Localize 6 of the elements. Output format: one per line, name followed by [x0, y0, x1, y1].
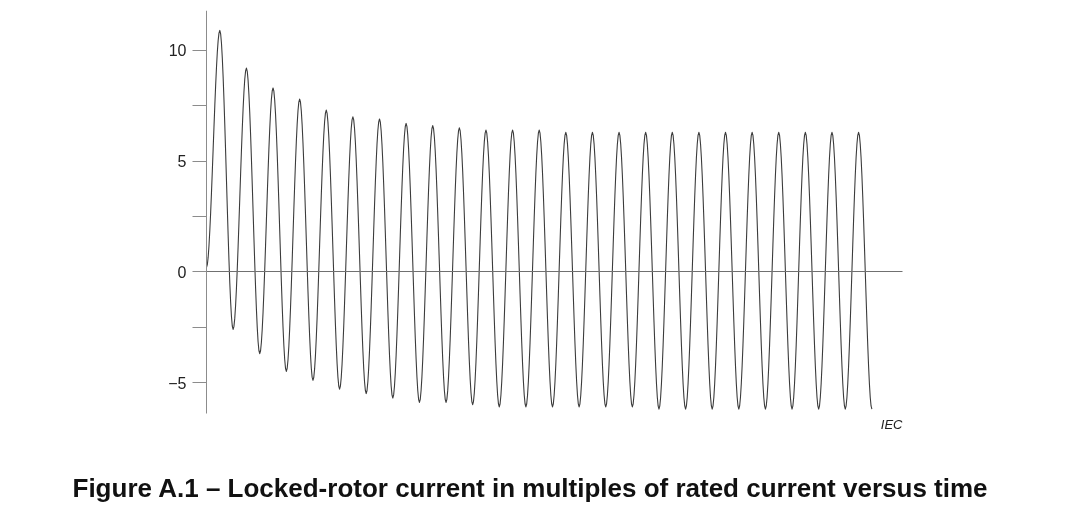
- text: IEC: [880, 416, 904, 432]
- y-tick-label: 0: [177, 263, 187, 281]
- y-tick-label: 5: [177, 153, 187, 171]
- text: Figure A.1 – Locked-rotor current in multiples of rated current versus time: [72, 472, 988, 503]
- y-tick-label: 10: [168, 42, 187, 60]
- y-tick-label: −5: [168, 374, 187, 392]
